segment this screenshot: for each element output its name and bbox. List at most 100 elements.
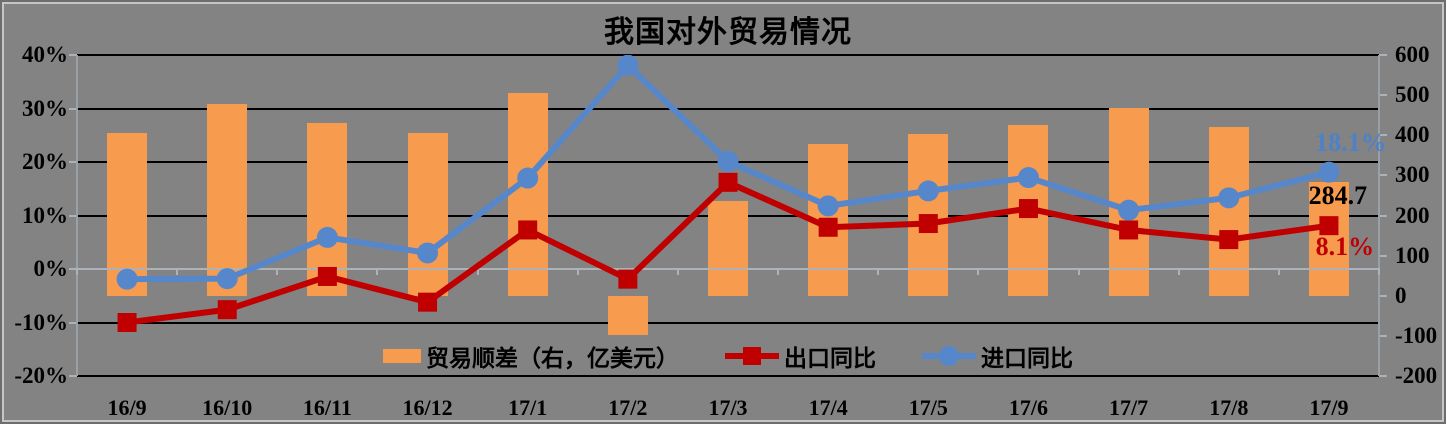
import-yoy-marker: [216, 268, 238, 290]
x-axis-label: 16/11: [302, 395, 352, 420]
import-yoy-marker: [116, 268, 138, 290]
import-yoy-marker: [1218, 187, 1240, 209]
right-axis-tick: [1379, 334, 1387, 337]
import-yoy-line: [127, 60, 1330, 283]
x-axis-label: 17/2: [608, 395, 648, 420]
annotation-export_yoy_last: 8.1%: [1315, 231, 1375, 261]
left-axis-tick: [69, 54, 77, 56]
import-yoy-marker: [817, 195, 839, 217]
right-axis-tick: [1379, 134, 1387, 137]
right-axis-tick: [1379, 294, 1387, 297]
export-yoy-marker: [518, 220, 538, 240]
y-axis-left-label: 20%: [22, 149, 68, 174]
y-axis-left-label: -10%: [14, 309, 68, 335]
x-axis-label: 17/8: [1209, 395, 1249, 420]
left-axis-tick: [69, 321, 77, 324]
export-yoy-marker: [117, 313, 137, 332]
line-series-layer: [116, 55, 1340, 332]
export-yoy-marker: [718, 172, 738, 192]
export-yoy-marker: [1219, 230, 1239, 250]
right-axis-tick: [1379, 94, 1387, 97]
y-axis-right-label: 0: [1395, 282, 1407, 308]
trade-surplus-swatch: [383, 349, 421, 363]
x-axis-tick: [476, 268, 479, 275]
trade-surplus-bar: [207, 103, 248, 296]
x-axis-label: 17/1: [508, 395, 548, 420]
x-axis-tick: [977, 268, 980, 275]
x-axis-tick: [276, 268, 279, 275]
x-axis-tick: [176, 268, 179, 275]
import-yoy-marker: [316, 226, 338, 248]
import-circle-marker-icon: [939, 346, 959, 366]
x-axis-label: 17/9: [1309, 395, 1349, 420]
y-axis-left-label: 10%: [22, 202, 68, 228]
right-axis-tick: [1379, 174, 1387, 177]
x-axis-label: 16/10: [202, 395, 253, 420]
import-yoy-marker: [517, 167, 539, 189]
x-axis-tick: [1378, 268, 1380, 275]
trade-surplus-bar: [607, 295, 648, 335]
export-yoy-marker: [217, 300, 237, 320]
annotation-surplus_last: 284.7: [1308, 180, 1368, 210]
left-axis-line: [76, 55, 78, 376]
x-axis-tick: [1277, 268, 1280, 275]
x-axis-label: 17/3: [708, 395, 748, 420]
left-axis-tick: [69, 161, 77, 163]
import-yoy-marker: [1017, 167, 1039, 189]
y-axis-right-label: -100: [1395, 322, 1438, 348]
import-yoy-marker: [917, 180, 939, 202]
trade-surplus-bar: [708, 200, 748, 296]
zero-gridline: [77, 268, 1379, 270]
gridline: [77, 375, 1379, 377]
export-yoy-marker: [918, 214, 938, 234]
chart-title: 我国对外贸易情况: [604, 16, 852, 49]
y-axis-right-label: 100: [1395, 242, 1430, 268]
export-yoy-marker: [418, 292, 438, 312]
export-yoy-marker: [818, 217, 838, 237]
legend-label-export-yoy: 出口同比: [784, 345, 876, 371]
x-axis-label: 17/7: [1109, 395, 1149, 420]
trade-surplus-bar: [1308, 181, 1349, 296]
y-axis-left-label: -20%: [14, 363, 68, 388]
x-axis-tick: [1177, 268, 1180, 275]
right-axis-tick: [1379, 254, 1387, 257]
import-yoy-marker: [1318, 161, 1340, 183]
x-axis-tick: [576, 268, 579, 275]
export-yoy-line: [126, 178, 1330, 326]
legend: 贸易顺差（右，亿美元） 出口同比 进口同比: [77, 339, 1379, 373]
export-yoy-marker: [618, 269, 638, 289]
x-axis-tick: [877, 268, 880, 275]
export-yoy-marker: [1319, 216, 1339, 236]
import-yoy-swatch: [922, 345, 976, 367]
x-axis-label: 17/4: [808, 395, 848, 420]
x-axis-label: 17/6: [1008, 395, 1049, 420]
y-axis-right-label: 600: [1395, 42, 1430, 67]
y-axis-right-label: 300: [1395, 162, 1430, 188]
trade-surplus-bar: [307, 123, 348, 296]
gridline: [77, 107, 1379, 110]
export-yoy-swatch: [725, 345, 779, 367]
left-axis-tick: [69, 268, 77, 270]
legend-label-import-yoy: 进口同比: [981, 345, 1073, 371]
export-yoy-marker: [1119, 220, 1139, 240]
y-axis-right-label: -200: [1395, 363, 1438, 388]
x-axis-label: 16/9: [107, 395, 147, 420]
gridline: [77, 54, 1379, 56]
import-yoy-marker: [1118, 199, 1140, 221]
x-axis-tick: [1077, 268, 1080, 275]
import-yoy-marker: [717, 150, 739, 172]
x-axis-tick: [777, 268, 780, 275]
annotation-import_yoy_last: 18.1%: [1315, 128, 1387, 158]
x-axis-label: 17/5: [908, 395, 948, 420]
right-axis-tick: [1379, 54, 1387, 56]
legend-item-trade-surplus: 贸易顺差（右，亿美元）: [383, 339, 679, 373]
right-axis-line: [1378, 55, 1380, 376]
export-square-marker-icon: [743, 347, 761, 365]
y-axis-left-label: 30%: [22, 95, 68, 121]
y-axis-left-label: 40%: [22, 42, 68, 67]
right-axis-tick: [1379, 375, 1387, 377]
legend-label-trade-surplus: 贸易顺差（右，亿美元）: [426, 345, 679, 371]
y-axis-right-label: 200: [1395, 202, 1430, 228]
left-axis-tick: [69, 214, 77, 217]
